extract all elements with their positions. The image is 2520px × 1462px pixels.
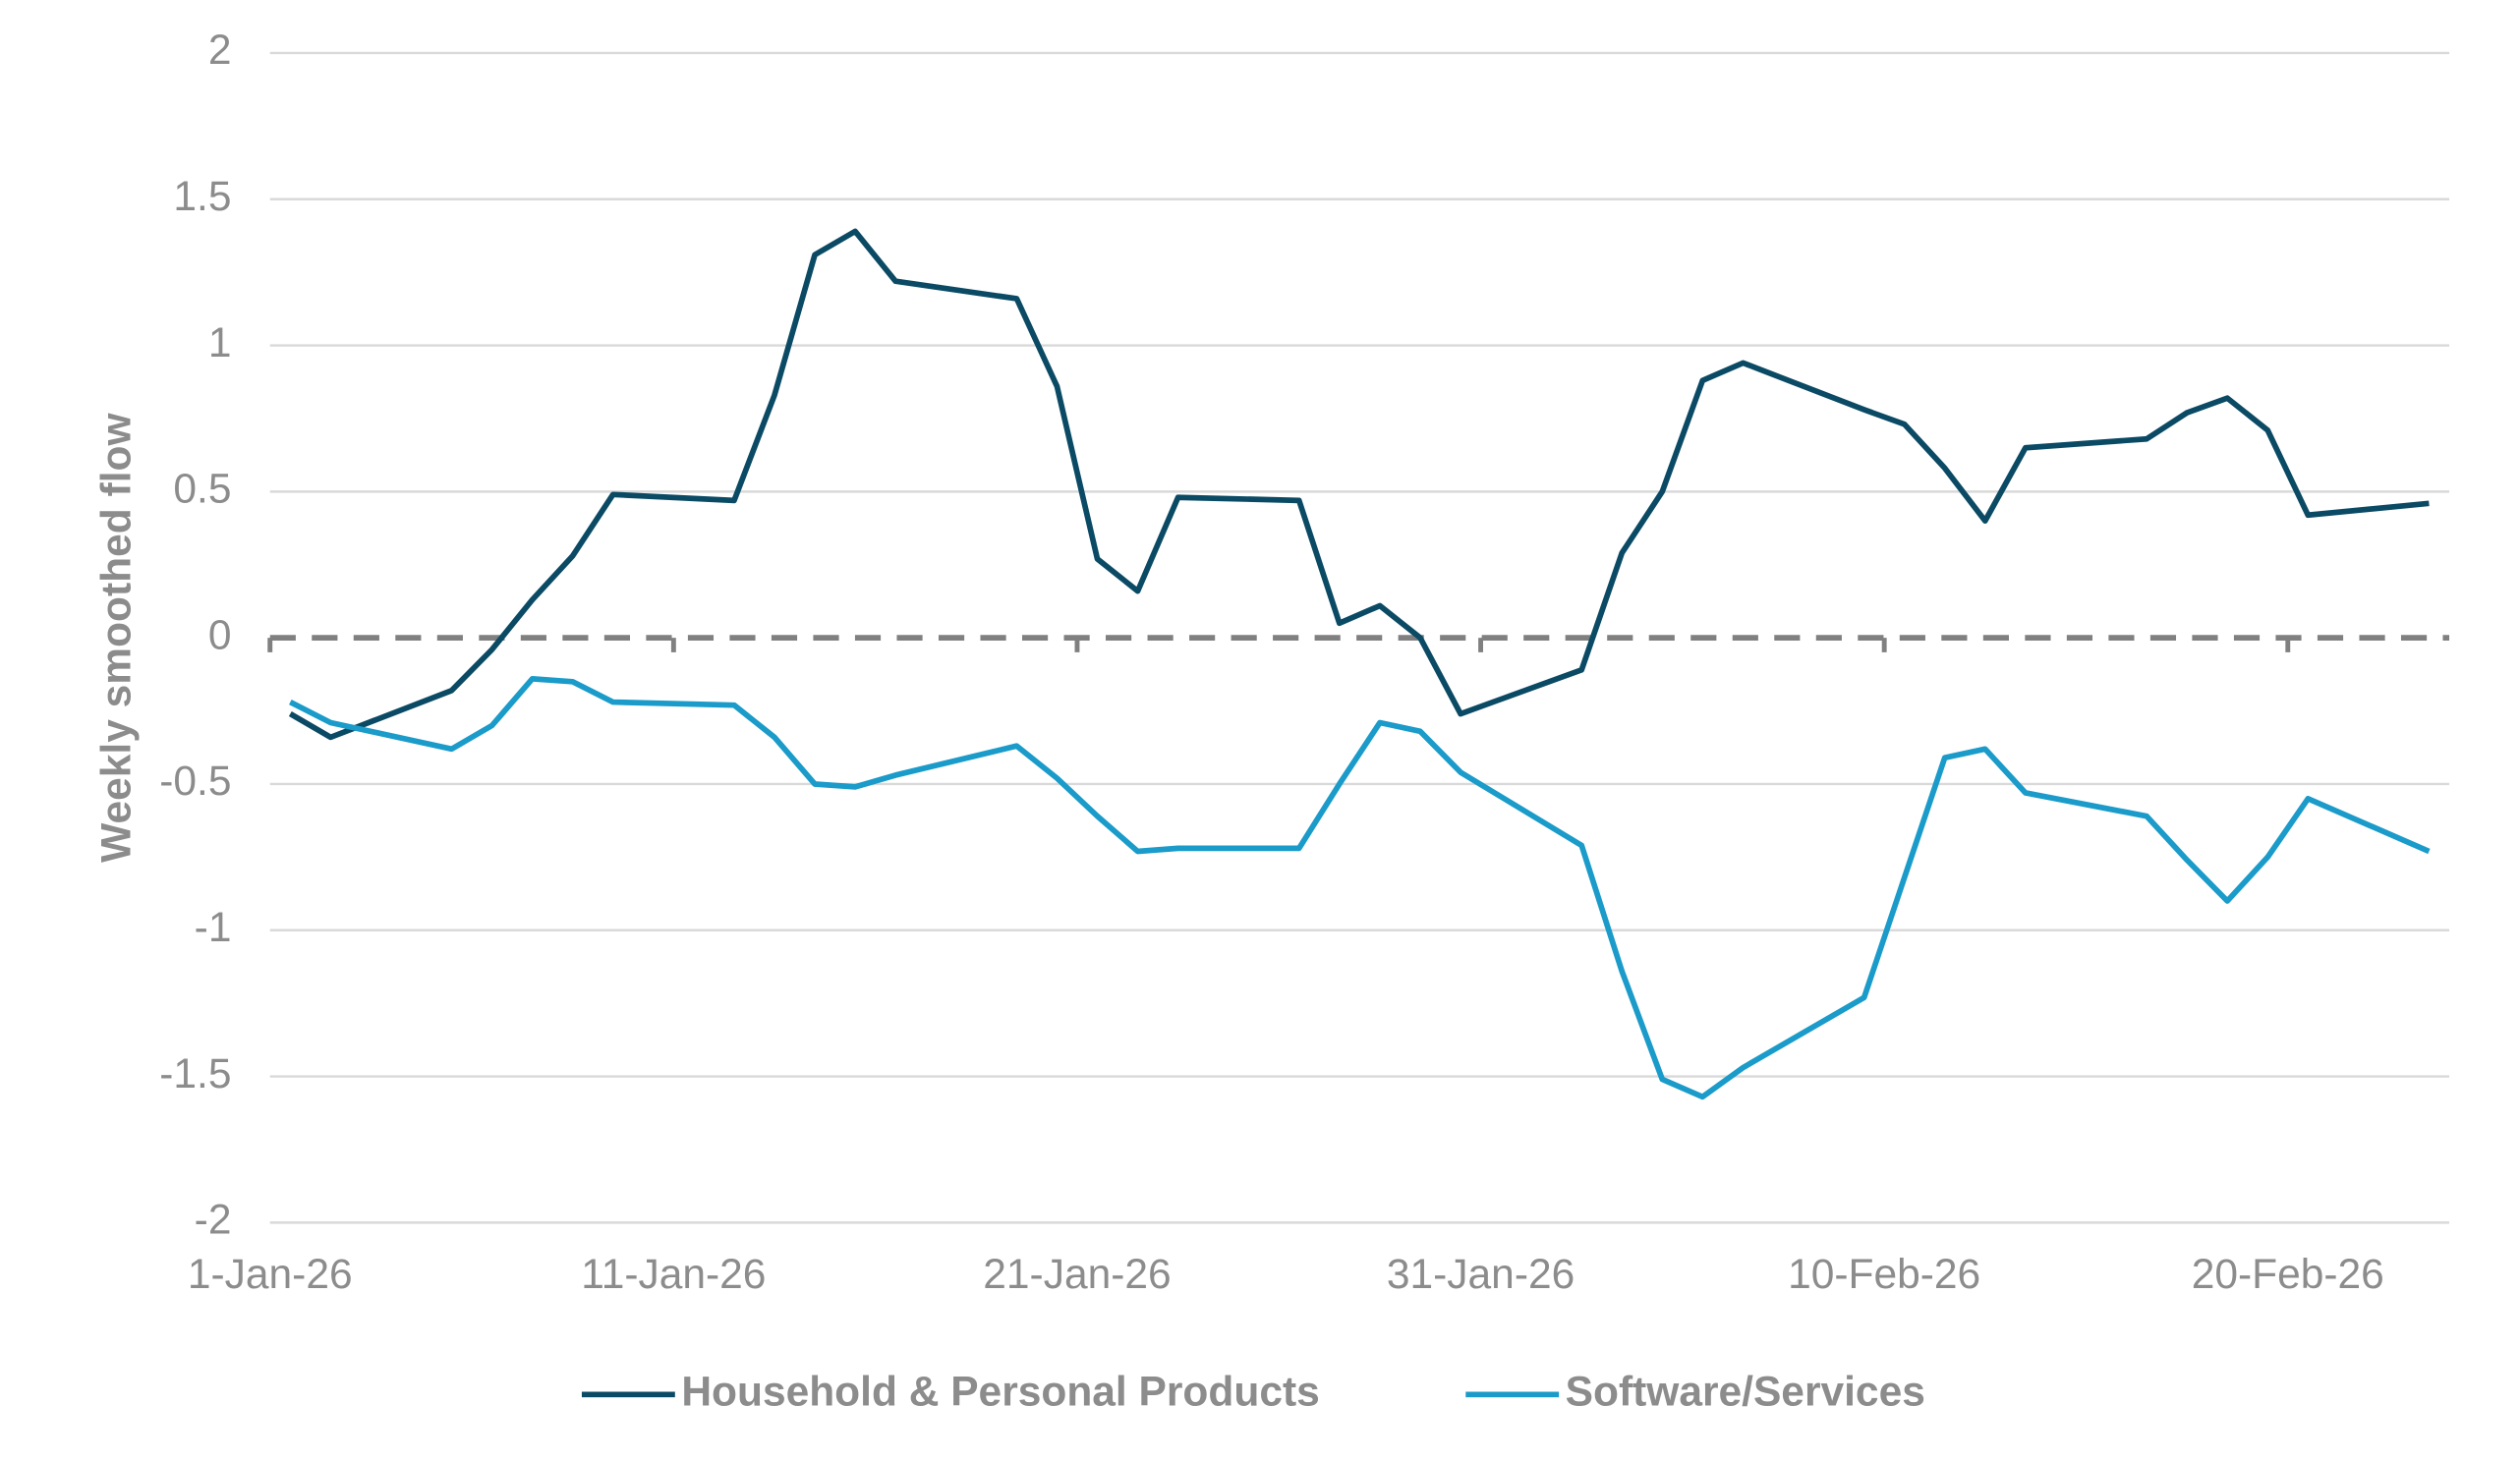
- y-tick-label: -2: [195, 1198, 232, 1244]
- y-tick-label: 0: [208, 612, 232, 658]
- x-tick-label: 1-Jan-26: [188, 1252, 353, 1298]
- y-tick-label: -1.5: [159, 1051, 231, 1097]
- x-tick-label: 11-Jan-26: [581, 1252, 766, 1298]
- y-tick-label: 1.5: [173, 174, 231, 220]
- x-tick-label: 20-Feb-26: [2192, 1252, 2384, 1298]
- y-tick-label: 0.5: [173, 467, 231, 513]
- y-axis-label: Weekly smoothed flow: [93, 413, 140, 863]
- legend-label: Household & Personal Products: [681, 1370, 1319, 1416]
- x-tick-label: 31-Jan-26: [1387, 1252, 1575, 1298]
- x-tick-label: 10-Feb-26: [1788, 1252, 1980, 1298]
- x-tick-label: 21-Jan-26: [983, 1252, 1171, 1298]
- y-tick-label: 2: [208, 28, 232, 74]
- series-line: [288, 228, 2430, 741]
- y-tick-label: 1: [208, 320, 232, 366]
- y-tick-label: -1: [195, 905, 232, 951]
- y-tick-label: -0.5: [159, 759, 231, 805]
- series-line: [289, 675, 2431, 1100]
- legend-label: Software/Services: [1566, 1370, 1925, 1416]
